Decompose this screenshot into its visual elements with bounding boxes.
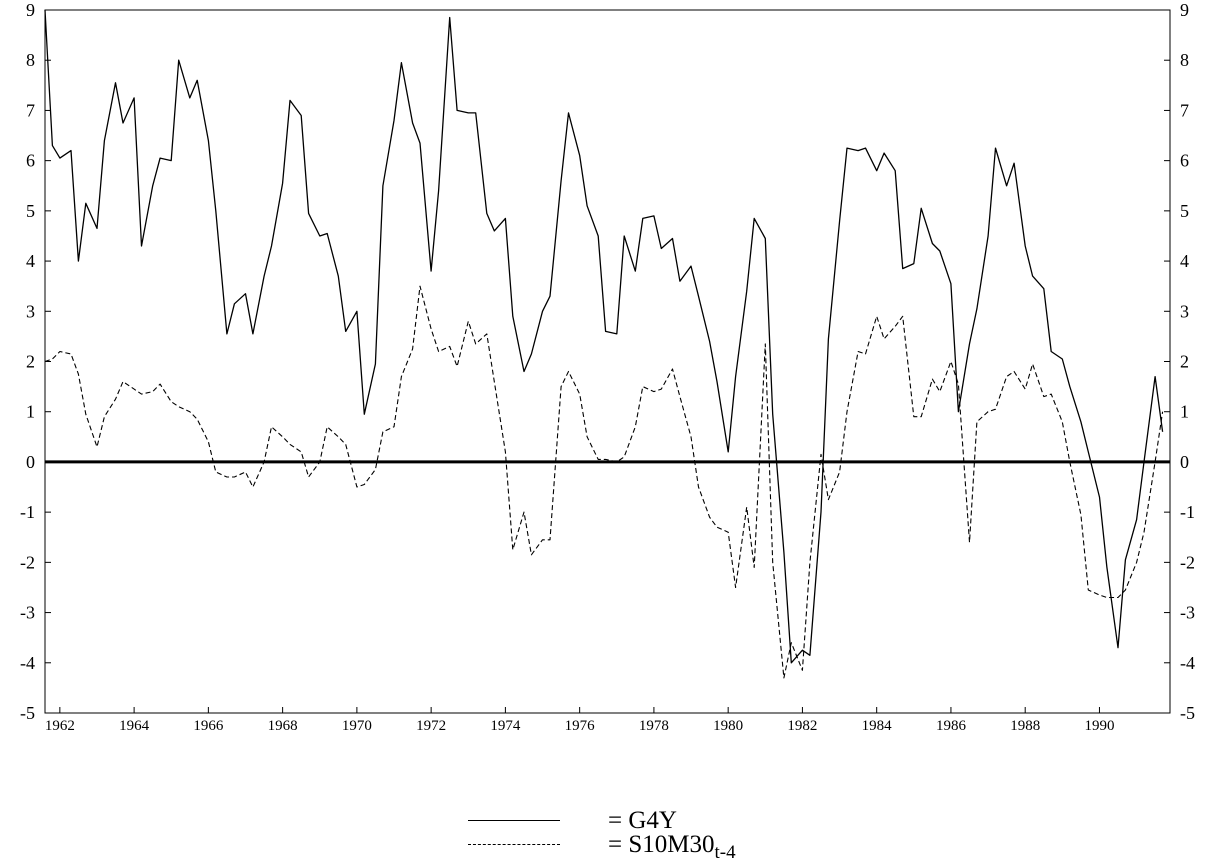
y-tick-label-left: 9	[26, 0, 35, 20]
y-tick-label-right: -3	[1180, 603, 1195, 623]
y-tick-label-left: -5	[20, 703, 35, 723]
y-tick-label-right: 3	[1180, 301, 1189, 321]
y-tick-label-right: 4	[1180, 251, 1189, 271]
y-tick-label-left: 7	[26, 100, 35, 120]
x-tick-label: 1984	[862, 718, 893, 734]
x-tick-label: 1968	[268, 718, 298, 734]
y-tick-label-left: -4	[20, 653, 35, 673]
legend-swatch-dashed	[468, 844, 560, 845]
x-axis: 1962 1964 1966 1968 1970 1972 1974 1976 1978 1980…	[45, 707, 1114, 734]
y-tick-label-right: -5	[1180, 703, 1195, 723]
x-tick-label: 1974	[490, 718, 521, 734]
y-tick-label-left: 1	[26, 402, 35, 422]
y-tick-label-right: -1	[1180, 502, 1195, 522]
series-line-g4y	[44, 9, 1164, 664]
x-tick-label: 1980	[713, 718, 743, 734]
x-tick-label: 1982	[787, 718, 817, 734]
y-tick-label-right: 0	[1180, 452, 1189, 472]
y-tick-label-right: 1	[1180, 402, 1189, 422]
y-axis-right: 9 8 7 6 5 4 3 2 1 0 -1 -2 -3 -4 -5	[1164, 0, 1195, 723]
y-tick-label-left: 4	[26, 251, 35, 271]
plot-border	[44, 9, 1171, 714]
x-tick-label: 1966	[193, 718, 224, 734]
legend-item-g4y: = G4Y	[460, 806, 860, 836]
y-tick-label-left: 2	[26, 352, 35, 372]
series-group	[44, 9, 1164, 679]
y-tick-label-left: 5	[26, 201, 35, 221]
y-tick-label-left: 3	[26, 301, 35, 321]
legend-label-g4y: = G4Y	[608, 807, 677, 834]
y-tick-label-left: -3	[20, 603, 35, 623]
y-tick-label-right: 7	[1180, 100, 1189, 120]
y-tick-label-left: 6	[26, 151, 35, 171]
y-tick-label-right: 2	[1180, 352, 1189, 372]
x-tick-label: 1964	[119, 718, 150, 734]
y-tick-label-right: -2	[1180, 552, 1195, 572]
plot-frame	[44, 9, 1171, 714]
x-tick-label: 1972	[416, 718, 446, 734]
y-tick-label-right: 6	[1180, 151, 1189, 171]
y-tick-label-left: -1	[20, 502, 35, 522]
y-tick-label-right: -4	[1180, 653, 1195, 673]
y-tick-label-left: 0	[26, 452, 35, 472]
legend: = G4Y = S10M30t-4	[460, 790, 860, 863]
x-tick-label: 1986	[936, 718, 967, 734]
y-tick-label-right: 9	[1180, 0, 1189, 20]
series-line-s10m30	[44, 285, 1164, 679]
x-tick-label: 1970	[342, 718, 372, 734]
legend-item-s10m30: = S10M30t-4	[460, 830, 860, 863]
y-tick-label-left: -2	[20, 552, 35, 572]
y-tick-label-right: 8	[1180, 50, 1189, 70]
x-tick-label: 1962	[45, 718, 75, 734]
x-tick-label: 1976	[565, 718, 596, 734]
legend-swatch-solid	[468, 820, 560, 821]
x-tick-label: 1990	[1084, 718, 1114, 734]
y-tick-label-right: 5	[1180, 201, 1189, 221]
x-tick-label: 1988	[1010, 718, 1040, 734]
legend-label-s10m30: = S10M30t-4	[608, 831, 736, 863]
y-tick-label-left: 8	[26, 50, 35, 70]
x-tick-label: 1978	[639, 718, 669, 734]
